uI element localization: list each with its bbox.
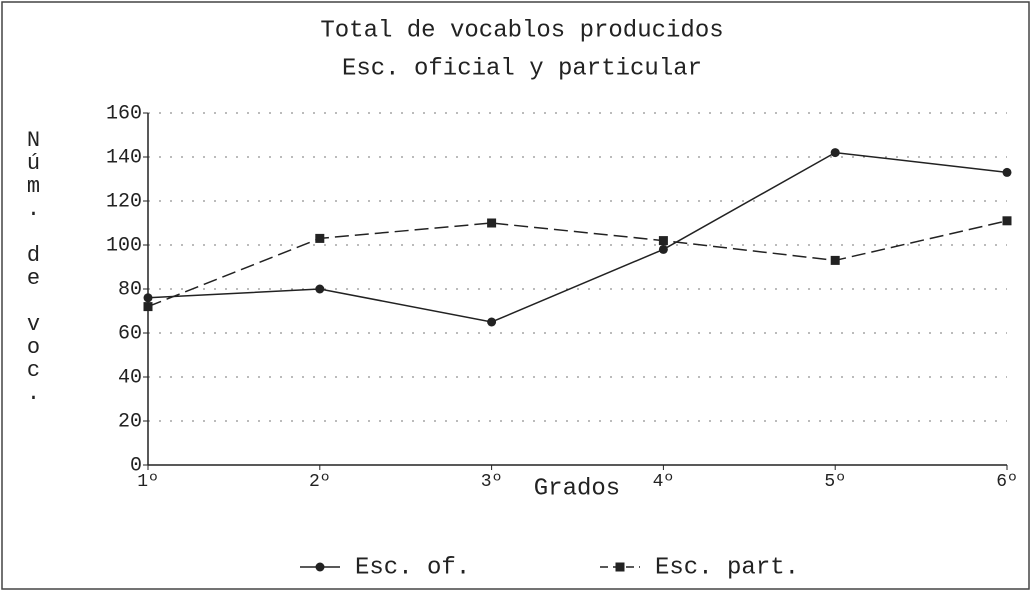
point xyxy=(1002,216,1012,226)
point xyxy=(658,236,668,246)
point xyxy=(315,233,325,243)
point xyxy=(487,317,497,327)
x-tick-label: 4º xyxy=(653,472,675,492)
point xyxy=(830,255,840,265)
x-tick-label: 2º xyxy=(309,472,331,492)
y-tick-label: 160 xyxy=(106,102,142,125)
chart-title: Total de vocablos producidos xyxy=(320,17,723,44)
point xyxy=(1002,167,1012,177)
y-tick-label: 0 xyxy=(130,454,142,477)
y-tick-label: 140 xyxy=(106,146,142,169)
point xyxy=(143,302,153,312)
series-line xyxy=(147,220,1008,308)
x-tick-label: 5º xyxy=(824,472,846,492)
x-axis-label: Grados xyxy=(534,475,620,502)
legend-label: Esc. part. xyxy=(655,554,799,581)
point xyxy=(315,562,325,572)
series-line xyxy=(147,151,1008,323)
x-tick-label: 1º xyxy=(137,472,159,492)
y-tick-label: 60 xyxy=(118,322,142,345)
point xyxy=(143,293,153,303)
y-axis-label: Núm. de voc. xyxy=(21,128,46,404)
point xyxy=(658,244,668,254)
y-tick-label: 80 xyxy=(118,278,142,301)
y-tick-label: 100 xyxy=(106,234,142,257)
x-tick-label: 6º xyxy=(996,472,1018,492)
point xyxy=(315,284,325,294)
y-tick-label: 20 xyxy=(118,410,142,433)
point xyxy=(615,562,625,572)
legend-label: Esc. of. xyxy=(355,554,470,581)
point xyxy=(830,148,840,158)
x-tick-label: 3º xyxy=(481,472,503,492)
y-tick-label: 40 xyxy=(118,366,142,389)
point xyxy=(487,218,497,228)
chart-subtitle: Esc. oficial y particular xyxy=(342,55,702,82)
y-tick-label: 120 xyxy=(106,190,142,213)
